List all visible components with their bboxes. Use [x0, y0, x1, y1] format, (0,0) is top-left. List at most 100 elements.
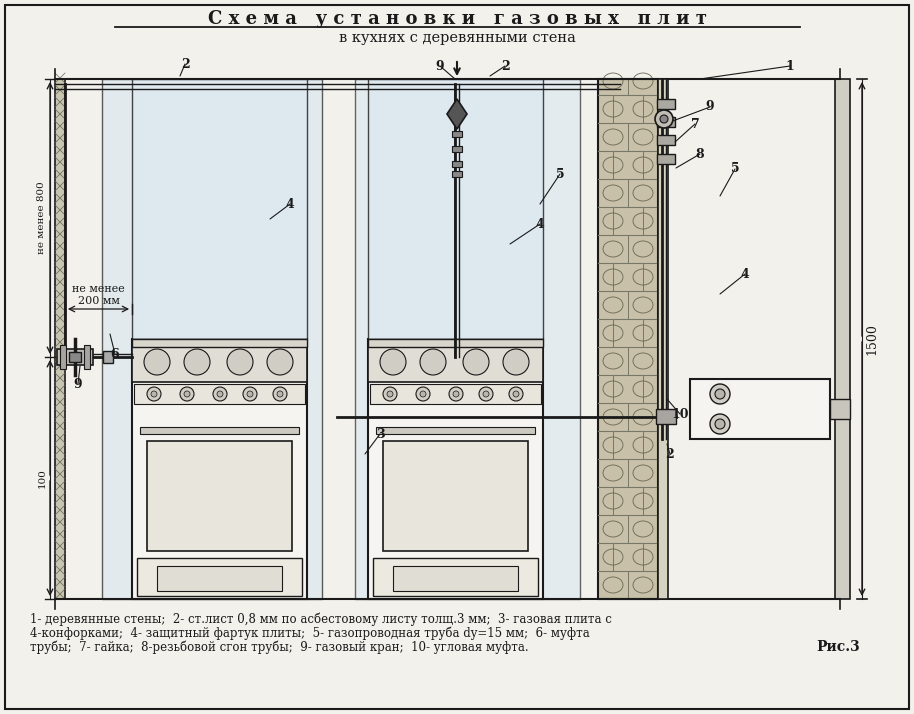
Circle shape	[430, 359, 436, 365]
Text: 100: 100	[37, 468, 47, 488]
Bar	[452, 171, 462, 177]
Circle shape	[509, 387, 523, 401]
Circle shape	[710, 414, 730, 434]
Bar	[69, 352, 81, 362]
Circle shape	[144, 349, 170, 375]
Circle shape	[380, 349, 406, 375]
Circle shape	[227, 349, 253, 375]
Circle shape	[479, 387, 493, 401]
Circle shape	[473, 359, 479, 365]
Bar	[452, 146, 462, 152]
Circle shape	[147, 387, 161, 401]
Circle shape	[463, 349, 489, 375]
Circle shape	[513, 359, 519, 365]
Text: 2: 2	[501, 59, 509, 73]
Circle shape	[277, 391, 283, 397]
Bar	[370, 384, 541, 404]
Circle shape	[213, 387, 227, 401]
Circle shape	[387, 391, 393, 397]
Text: 3: 3	[376, 428, 384, 441]
Bar	[452, 161, 462, 167]
Circle shape	[383, 387, 397, 401]
Bar	[132, 339, 307, 347]
Bar	[57, 349, 93, 365]
Bar	[147, 441, 292, 551]
Bar	[368, 339, 543, 599]
Bar	[368, 342, 543, 382]
Text: не менее
200 мм: не менее 200 мм	[72, 284, 125, 306]
Text: 10: 10	[671, 408, 689, 421]
Bar	[690, 379, 830, 439]
Circle shape	[483, 391, 489, 397]
Bar	[393, 566, 518, 591]
Circle shape	[237, 359, 243, 365]
Bar	[140, 427, 299, 434]
Circle shape	[660, 115, 668, 123]
Bar	[368, 339, 543, 347]
Text: 2: 2	[665, 448, 675, 461]
Text: в кухнях с деревянными стена: в кухнях с деревянными стена	[338, 31, 576, 45]
Text: С х е м а   у с т а н о в к и   г а з о в ы х   п л и т: С х е м а у с т а н о в к и г а з о в ы …	[207, 10, 707, 28]
Bar	[657, 117, 675, 127]
Bar	[102, 79, 322, 599]
Bar	[132, 342, 307, 382]
Circle shape	[247, 391, 253, 397]
Circle shape	[184, 391, 190, 397]
Bar	[355, 79, 580, 599]
Circle shape	[151, 391, 157, 397]
Text: 6: 6	[111, 348, 120, 361]
Text: 8: 8	[696, 148, 705, 161]
Circle shape	[194, 359, 200, 365]
Circle shape	[425, 354, 441, 370]
Bar	[657, 135, 675, 145]
Circle shape	[232, 354, 248, 370]
Circle shape	[390, 359, 396, 365]
Bar	[598, 79, 658, 599]
Text: 5: 5	[556, 168, 564, 181]
Circle shape	[503, 349, 529, 375]
Text: не менее 800: не менее 800	[37, 181, 47, 254]
Circle shape	[513, 391, 519, 397]
Bar	[656, 409, 676, 424]
Bar	[55, 79, 65, 599]
Circle shape	[154, 359, 160, 365]
Circle shape	[715, 419, 725, 429]
Bar	[452, 131, 462, 137]
Polygon shape	[447, 99, 467, 129]
Circle shape	[715, 389, 725, 399]
Circle shape	[243, 387, 257, 401]
Bar	[84, 345, 90, 369]
Circle shape	[655, 110, 673, 128]
Circle shape	[385, 354, 401, 370]
Text: Рис.3: Рис.3	[816, 640, 860, 654]
Text: 4: 4	[285, 198, 294, 211]
Text: 9: 9	[436, 59, 444, 73]
Circle shape	[453, 391, 459, 397]
Circle shape	[267, 349, 293, 375]
Text: 7: 7	[691, 118, 699, 131]
Bar	[373, 558, 538, 596]
Text: 2: 2	[181, 58, 189, 71]
Text: трубы;  7- гайка;  8-резьбовой сгон трубы;  9- газовый кран;  10- угловая муфта.: трубы; 7- гайка; 8-резьбовой сгон трубы;…	[30, 640, 528, 654]
Bar	[134, 384, 305, 404]
Bar	[137, 558, 302, 596]
Bar	[60, 345, 66, 369]
Bar	[376, 427, 535, 434]
Text: 1- деревянные стены;  2- ст.лист 0,8 мм по асбестовому листу толщ.3 мм;  3- газо: 1- деревянные стены; 2- ст.лист 0,8 мм п…	[30, 612, 611, 625]
Circle shape	[180, 387, 194, 401]
Circle shape	[468, 354, 484, 370]
Circle shape	[420, 349, 446, 375]
Bar	[103, 351, 113, 363]
Bar	[658, 79, 668, 599]
Circle shape	[449, 387, 463, 401]
Bar	[383, 441, 528, 551]
Circle shape	[420, 391, 426, 397]
Circle shape	[710, 384, 730, 404]
Text: 9: 9	[74, 378, 82, 391]
Circle shape	[217, 391, 223, 397]
Circle shape	[273, 387, 287, 401]
Text: 4: 4	[536, 218, 545, 231]
Text: 1500: 1500	[866, 323, 878, 355]
Bar	[657, 154, 675, 164]
Circle shape	[189, 354, 205, 370]
